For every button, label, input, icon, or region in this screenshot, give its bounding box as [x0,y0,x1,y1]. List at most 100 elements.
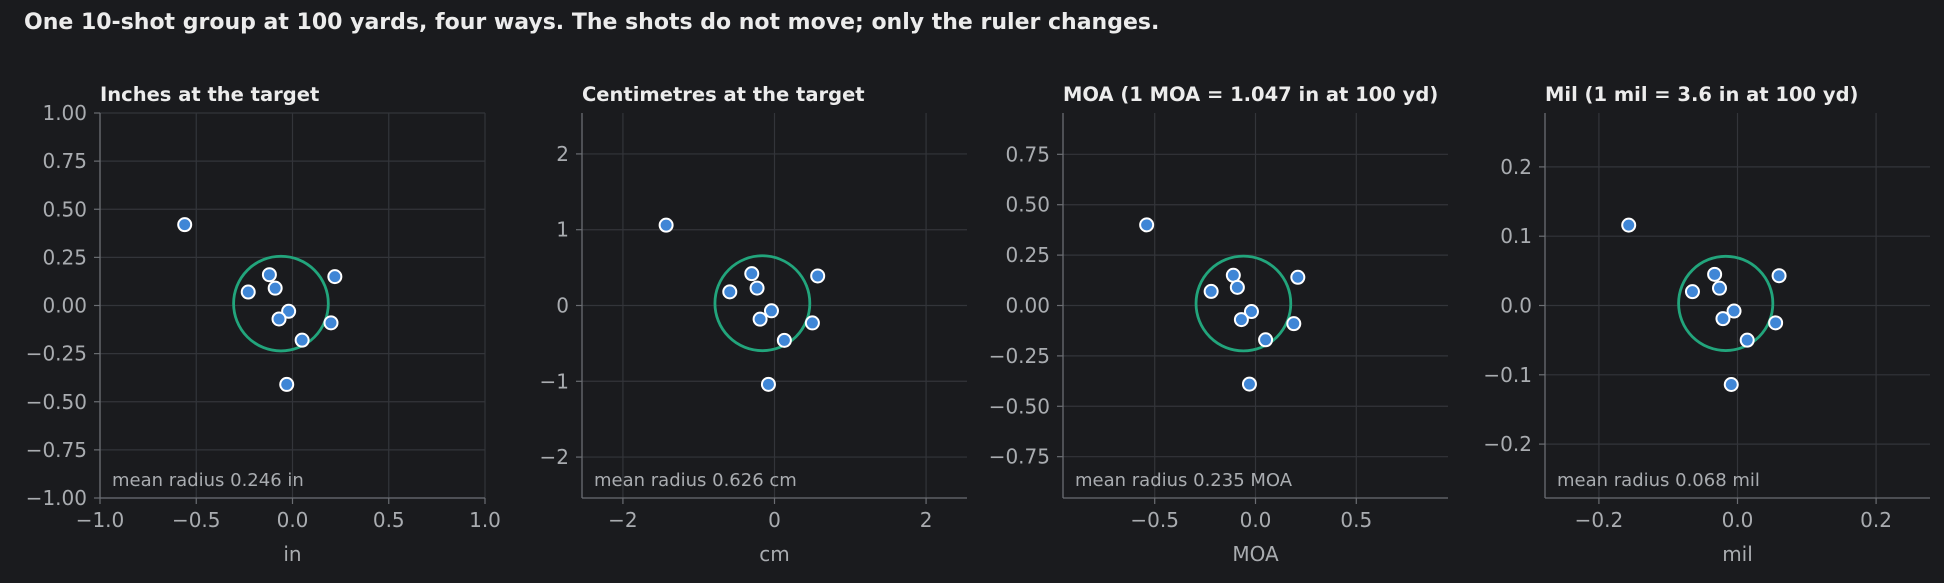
panel-4: −0.2 0.0 0.2 0.2 0.1 0.0 −0.1 −0.2 mil Mil (1 mil… [1483,83,1930,566]
panel-title: Mil (1 mil = 3.6 in at 100 yd) [1545,83,1858,106]
panel-title: Centimetres at the target [582,83,865,106]
x-tick-label: −0.2 [1575,508,1624,532]
y-tick-label: −1.00 [26,486,87,510]
shot-marker [722,284,738,300]
panel-3: −0.5 0.0 0.5 0.75 0.50 0.25 0.00 −0.25 −0.50 −0.7… [989,83,1448,566]
shot-marker [1258,332,1274,348]
y-tick-label: −0.25 [26,342,87,366]
shot-marker [1711,280,1727,296]
y-tick-label: 2 [556,142,569,166]
x-axis-label: in [283,542,301,566]
shot-marker [1707,266,1723,282]
y-tick-label: −0.2 [1483,432,1532,456]
x-axis-label: cm [759,542,789,566]
y-tick-label: 0.25 [42,245,87,269]
shot-marker [763,303,779,319]
shot-marker [658,217,674,233]
y-tick-label: 0.25 [1005,243,1050,267]
x-tick-label: 0 [768,508,781,532]
x-tick-label: −2 [608,508,637,532]
y-tick-label: 0.50 [42,197,87,221]
y-tick-label: −0.50 [26,390,87,414]
mean-radius-circle [232,254,330,353]
y-tick-label: 0.0 [1500,294,1532,318]
y-tick-label: 0.75 [42,149,87,173]
shot-marker [744,266,760,282]
shot-marker [810,268,826,284]
x-tick-label: 0.0 [1240,508,1272,532]
x-tick-label: 1.0 [469,508,501,532]
mean-radius-label: mean radius 0.246 in [112,470,304,491]
y-tick-label: 0.2 [1500,155,1532,179]
y-tick-label: 0.1 [1500,224,1532,248]
x-axis-label: mil [1722,542,1753,566]
shot-marker [1684,284,1700,300]
shot-marker [1203,283,1219,299]
shot-marker [267,280,283,296]
panel-title: MOA (1 MOA = 1.047 in at 100 yd) [1063,83,1438,106]
shot-marker [1726,303,1742,319]
x-tick-label: 0.0 [277,508,309,532]
shot-marker [177,217,193,233]
shot-marker [804,315,820,331]
shot-marker [1771,268,1787,284]
shot-marker [752,311,768,327]
shot-marker [261,267,277,283]
mean-radius-label: mean radius 0.626 cm [594,470,797,491]
shot-marker [776,332,792,348]
shot-marker [327,269,343,285]
x-tick-label: 2 [920,508,933,532]
shot-marker [1290,269,1306,285]
shot-marker [1621,217,1637,233]
shot-marker [1768,315,1784,331]
y-tick-label: −0.1 [1483,363,1532,387]
page-title: One 10-shot group at 100 yards, four way… [24,10,1160,35]
y-tick-label: −0.50 [989,394,1050,418]
shot-marker [749,280,765,296]
shot-marker [1225,267,1241,283]
x-tick-label: 0.5 [1340,508,1372,532]
y-tick-label: 0.50 [1005,193,1050,217]
mean-radius-label: mean radius 0.068 mil [1557,470,1760,491]
panel-2: −2 0 2 2 1 0 −1 −2 cm Centimetres at the target me… [540,83,967,566]
shot-marker [1233,312,1249,328]
y-tick-label: −1 [540,369,569,393]
x-tick-label: 0.2 [1860,508,1892,532]
shot-marker [1139,217,1155,233]
shot-marker [1286,316,1302,332]
shot-marker [760,376,776,392]
y-tick-label: −0.75 [26,438,87,462]
y-tick-label: 1.00 [42,101,87,125]
mean-radius-circle [1677,254,1775,352]
x-tick-label: 0.5 [373,508,405,532]
x-tick-label: −1.0 [76,508,125,532]
shot-marker [279,376,295,392]
shot-marker [1723,376,1739,392]
shot-marker [1715,311,1731,327]
y-tick-label: 0.75 [1005,142,1050,166]
x-tick-label: −0.5 [172,508,221,532]
shot-marker [294,332,310,348]
mean-radius-circle [713,254,812,353]
shot-marker [240,284,256,300]
shot-marker [1243,304,1259,320]
y-tick-label: −0.75 [989,445,1050,469]
y-tick-label: −2 [540,445,569,469]
shot-marker [281,303,297,319]
y-tick-label: 0.00 [1005,294,1050,318]
y-tick-label: −0.25 [989,344,1050,368]
shot-marker [323,315,339,331]
y-tick-label: 0.00 [42,294,87,318]
shot-marker [1739,332,1755,348]
panel-1: −1.0 −0.5 0.0 0.5 1.0 1.00 0.75 0.50 0.25 0.00 −0.… [26,83,501,566]
y-tick-label: 0 [556,294,569,318]
y-tick-label: 1 [556,218,569,242]
x-axis-label: MOA [1232,542,1279,566]
shot-marker [271,311,287,327]
mean-radius-circle [1194,254,1293,353]
x-tick-label: −0.5 [1130,508,1179,532]
x-tick-label: 0.0 [1722,508,1754,532]
shot-marker [1229,279,1245,295]
mean-radius-label: mean radius 0.235 MOA [1075,470,1293,491]
